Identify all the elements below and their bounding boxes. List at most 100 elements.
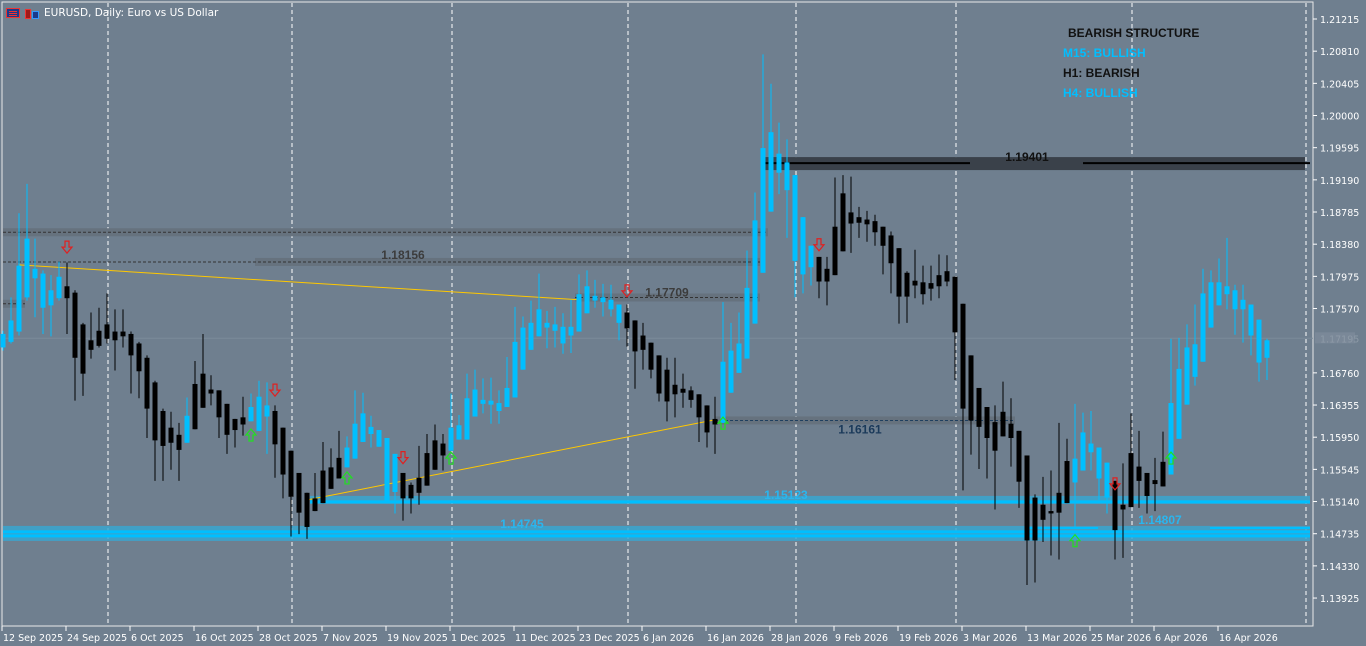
candle-body — [528, 322, 534, 350]
sell-arrow-icon — [1108, 477, 1122, 491]
candle-body — [976, 387, 982, 427]
candle-body — [1096, 447, 1102, 479]
price-tick-label: 1.16760 — [1320, 369, 1359, 380]
date-tick-label: 16 Apr 2026 — [1219, 633, 1278, 644]
candle-body — [136, 343, 142, 372]
candle-body — [368, 426, 374, 435]
candle-body — [944, 271, 950, 282]
candle-body — [280, 427, 286, 475]
candle-body — [328, 467, 334, 489]
candle-body — [520, 327, 526, 370]
candle-body — [1240, 299, 1246, 310]
sell-arrow-icon — [812, 238, 826, 252]
candle-body — [1192, 344, 1198, 377]
candle-body — [712, 418, 718, 425]
candle-body — [864, 219, 870, 225]
date-tick-label: 11 Dec 2025 — [515, 633, 576, 644]
chart-title: EURUSD, Daily: Euro vs US Dollar — [44, 7, 219, 19]
candle-body — [320, 470, 326, 504]
candle-body — [584, 286, 590, 314]
candle-body — [1216, 282, 1222, 306]
candle-body — [1056, 492, 1062, 513]
candle-body — [392, 453, 398, 493]
date-tick-label: 24 Sep 2025 — [67, 633, 127, 644]
price-tick-label: 1.18785 — [1320, 208, 1359, 219]
candle-body — [1160, 461, 1166, 487]
price-tick-label: 1.18380 — [1320, 240, 1359, 251]
candle-body — [1144, 472, 1150, 496]
candle-body — [952, 276, 958, 333]
candle-body — [896, 248, 902, 297]
structure-row-m15: M15: BULLISH — [1063, 46, 1146, 60]
candle-body — [1000, 411, 1006, 437]
level-zone — [310, 495, 1310, 504]
candle-body — [536, 309, 542, 337]
candle-body — [384, 437, 390, 501]
candle-body — [16, 265, 22, 332]
candle-body — [696, 394, 702, 418]
candle-body — [256, 396, 262, 431]
chart-bars-icon[interactable] — [6, 8, 20, 18]
candle-body — [1224, 286, 1230, 295]
chart-window-icon[interactable] — [25, 8, 39, 19]
candle-body — [1208, 282, 1214, 328]
buy-arrow-icon — [340, 470, 354, 485]
candle-body — [856, 217, 862, 223]
candle-body — [736, 343, 742, 373]
level-label: 1.18156 — [381, 248, 425, 262]
candle-body — [1152, 480, 1158, 485]
candle-body — [576, 294, 582, 332]
buy-arrow-icon — [1068, 533, 1082, 548]
candle-body — [1048, 511, 1054, 514]
trendline — [18, 264, 580, 301]
candle-body — [680, 388, 686, 393]
candle-body — [1120, 504, 1126, 510]
candle-body — [760, 148, 766, 273]
candle-body — [704, 405, 710, 433]
buy-arrow-icon — [444, 451, 458, 465]
candle-body — [544, 322, 550, 328]
candle-body — [928, 283, 934, 289]
candle-body — [1104, 462, 1110, 498]
candle-body — [624, 312, 630, 329]
candle-body — [128, 333, 134, 356]
candle-body — [472, 389, 478, 417]
candle-body — [104, 324, 110, 339]
price-tick-label: 1.15545 — [1320, 465, 1359, 476]
candle-body — [648, 342, 654, 370]
date-tick-label: 25 Mar 2026 — [1091, 633, 1151, 644]
date-tick-label: 12 Sep 2025 — [3, 633, 63, 644]
candle-body — [440, 443, 446, 456]
candle-body — [40, 273, 46, 308]
candle-body — [720, 361, 726, 423]
price-tick-label: 1.15950 — [1320, 433, 1359, 444]
candle-body — [904, 272, 910, 297]
date-tick-label: 28 Oct 2025 — [259, 633, 318, 644]
price-tick-label: 1.17570 — [1320, 305, 1359, 316]
candle-body — [96, 330, 102, 346]
structure-panel: BEARISH STRUCTURE M15: BULLISH H1: BEARI… — [1063, 23, 1199, 103]
price-tick-label: 1.21215 — [1320, 15, 1359, 26]
candle-body — [424, 453, 430, 486]
candle-body — [800, 217, 806, 275]
candle-body — [112, 331, 118, 341]
candle-body — [1256, 319, 1262, 363]
candle-body — [184, 415, 190, 443]
candle-body — [224, 403, 230, 435]
candle-body — [560, 326, 566, 344]
candle-body — [416, 477, 422, 493]
date-tick-label: 1 Dec 2025 — [451, 633, 506, 644]
level-label: 1.16161 — [838, 422, 882, 436]
candle-body — [664, 369, 670, 402]
candle-body — [288, 450, 294, 497]
structure-row-h1: H1: BEARISH — [1063, 66, 1140, 80]
date-tick-label: 6 Oct 2025 — [131, 633, 184, 644]
candle-body — [840, 193, 846, 252]
price-tick-label: 1.13925 — [1320, 594, 1359, 605]
candle-body — [1008, 423, 1014, 438]
candle-body — [248, 407, 254, 422]
candle-body — [808, 245, 814, 268]
candle-body — [272, 410, 278, 445]
date-tick-label: 7 Nov 2025 — [323, 633, 378, 644]
